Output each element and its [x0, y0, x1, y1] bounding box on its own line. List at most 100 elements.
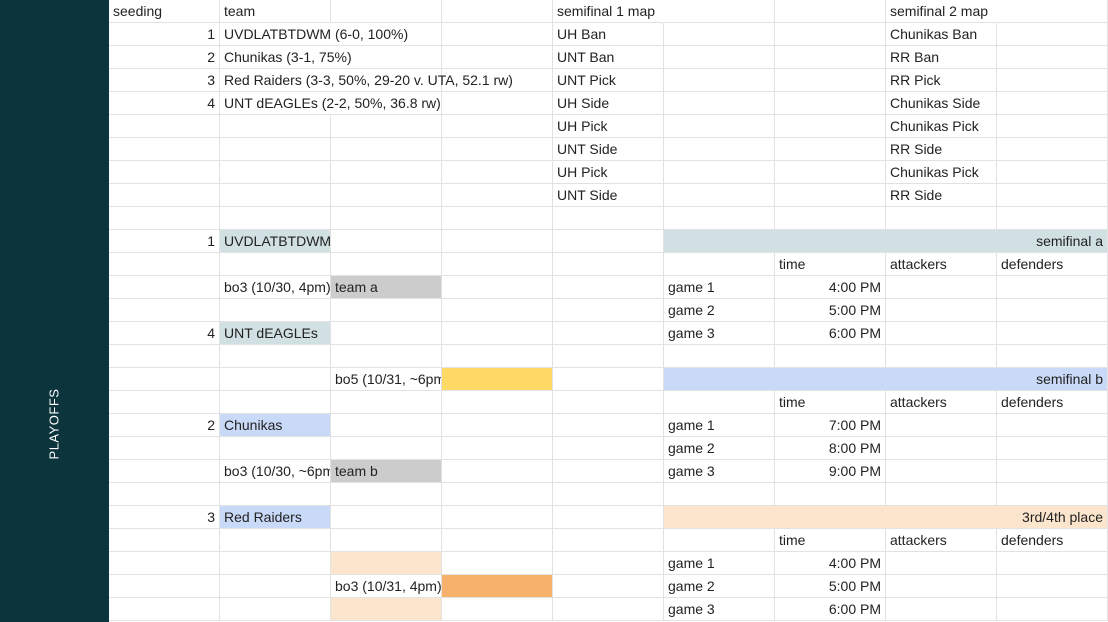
empty-cell[interactable]	[331, 138, 442, 161]
empty-cell[interactable]	[109, 460, 220, 483]
seed-number[interactable]: 2	[109, 46, 220, 69]
empty-cell[interactable]	[775, 345, 886, 368]
empty-cell[interactable]	[442, 506, 553, 529]
empty-cell[interactable]	[109, 345, 220, 368]
empty-cell[interactable]	[331, 253, 442, 276]
schedule-game-label[interactable]: game 3	[664, 598, 775, 621]
semifinal2-map-step[interactable]: RR Side	[886, 184, 997, 207]
empty-cell[interactable]	[331, 115, 442, 138]
semifinal1-map-step[interactable]: UNT Pick	[553, 69, 664, 92]
empty-cell[interactable]	[331, 529, 442, 552]
bracket-seed[interactable]: 1	[109, 230, 220, 253]
empty-cell[interactable]	[553, 391, 664, 414]
empty-cell[interactable]	[220, 368, 331, 391]
empty-cell[interactable]	[442, 552, 553, 575]
schedule-col-attackers[interactable]: attackers	[886, 529, 997, 552]
empty-cell[interactable]	[220, 161, 331, 184]
bracket-team-seed2[interactable]: Chunikas	[220, 414, 331, 437]
empty-cell[interactable]	[553, 460, 664, 483]
empty-cell[interactable]	[997, 322, 1108, 345]
empty-cell[interactable]	[997, 46, 1108, 69]
schedule-title[interactable]: 3rd/4th place	[664, 506, 1108, 529]
empty-cell[interactable]	[664, 253, 775, 276]
empty-cell[interactable]	[220, 598, 331, 621]
schedule-game-label[interactable]: game 1	[664, 276, 775, 299]
empty-cell[interactable]	[997, 552, 1108, 575]
schedule-game-time[interactable]: 9:00 PM	[775, 460, 886, 483]
empty-cell[interactable]	[997, 207, 1108, 230]
schedule-game-time[interactable]: 5:00 PM	[775, 575, 886, 598]
empty-cell[interactable]	[331, 345, 442, 368]
empty-cell[interactable]	[775, 138, 886, 161]
semifinal1-map-step[interactable]: UH Pick	[553, 115, 664, 138]
empty-cell[interactable]	[220, 345, 331, 368]
empty-cell[interactable]	[997, 115, 1108, 138]
empty-cell[interactable]	[442, 345, 553, 368]
empty-cell[interactable]	[886, 483, 997, 506]
empty-cell[interactable]	[664, 345, 775, 368]
empty-cell[interactable]	[553, 575, 664, 598]
empty-cell[interactable]	[553, 368, 664, 391]
empty-cell[interactable]	[664, 483, 775, 506]
semifinal2-map-step[interactable]: RR Pick	[886, 69, 997, 92]
semifinal1-map-step[interactable]: UNT Ban	[553, 46, 664, 69]
empty-cell[interactable]	[331, 483, 442, 506]
schedule-game-label[interactable]: game 1	[664, 552, 775, 575]
schedule-game-time[interactable]: 6:00 PM	[775, 322, 886, 345]
empty-cell[interactable]	[442, 184, 553, 207]
empty-cell[interactable]	[664, 23, 775, 46]
empty-cell[interactable]	[664, 115, 775, 138]
bracket-seed[interactable]: 2	[109, 414, 220, 437]
seed-number[interactable]: 3	[109, 69, 220, 92]
semifinal1-map-step[interactable]: UH Pick	[553, 161, 664, 184]
semifinal2-map-step[interactable]: Chunikas Side	[886, 92, 997, 115]
empty-cell[interactable]	[775, 23, 886, 46]
empty-cell[interactable]	[886, 437, 997, 460]
seed-number[interactable]: 4	[109, 92, 220, 115]
empty-cell[interactable]	[997, 0, 1108, 23]
empty-cell[interactable]	[775, 46, 886, 69]
empty-cell[interactable]	[331, 207, 442, 230]
schedule-game-time[interactable]: 8:00 PM	[775, 437, 886, 460]
empty-cell[interactable]	[220, 575, 331, 598]
empty-cell[interactable]	[997, 460, 1108, 483]
empty-cell[interactable]	[997, 184, 1108, 207]
empty-cell[interactable]	[997, 276, 1108, 299]
bracket-team-seed4[interactable]: UNT dEAGLEs	[220, 322, 331, 345]
empty-cell[interactable]	[220, 207, 331, 230]
empty-cell[interactable]	[997, 437, 1108, 460]
seed-number[interactable]: 1	[109, 23, 220, 46]
empty-cell[interactable]	[553, 414, 664, 437]
semifinal1-map-step[interactable]: UNT Side	[553, 138, 664, 161]
empty-cell[interactable]	[442, 0, 553, 23]
header-semifinal1-map[interactable]: semifinal 1 map	[553, 0, 664, 23]
empty-cell[interactable]	[442, 322, 553, 345]
empty-cell[interactable]	[997, 575, 1108, 598]
empty-cell[interactable]	[886, 322, 997, 345]
empty-cell[interactable]	[997, 92, 1108, 115]
empty-cell[interactable]	[664, 69, 775, 92]
empty-cell[interactable]	[664, 529, 775, 552]
empty-cell[interactable]	[664, 0, 775, 23]
empty-cell[interactable]	[220, 391, 331, 414]
empty-cell[interactable]	[997, 69, 1108, 92]
empty-cell[interactable]	[775, 483, 886, 506]
empty-cell[interactable]	[664, 184, 775, 207]
bracket-final[interactable]: bo5 (10/31, ~6pm)	[331, 368, 442, 391]
empty-cell[interactable]	[997, 483, 1108, 506]
bracket-third-bottom[interactable]	[331, 598, 442, 621]
bracket-final-winner[interactable]	[442, 368, 553, 391]
empty-cell[interactable]	[886, 207, 997, 230]
empty-cell[interactable]	[109, 437, 220, 460]
empty-cell[interactable]	[442, 276, 553, 299]
empty-cell[interactable]	[331, 299, 442, 322]
empty-cell[interactable]	[331, 0, 442, 23]
empty-cell[interactable]	[220, 483, 331, 506]
empty-cell[interactable]	[997, 598, 1108, 621]
empty-cell[interactable]	[775, 115, 886, 138]
empty-cell[interactable]	[775, 0, 886, 23]
empty-cell[interactable]	[442, 253, 553, 276]
schedule-game-label[interactable]: game 2	[664, 299, 775, 322]
empty-cell[interactable]	[109, 529, 220, 552]
empty-cell[interactable]	[553, 552, 664, 575]
